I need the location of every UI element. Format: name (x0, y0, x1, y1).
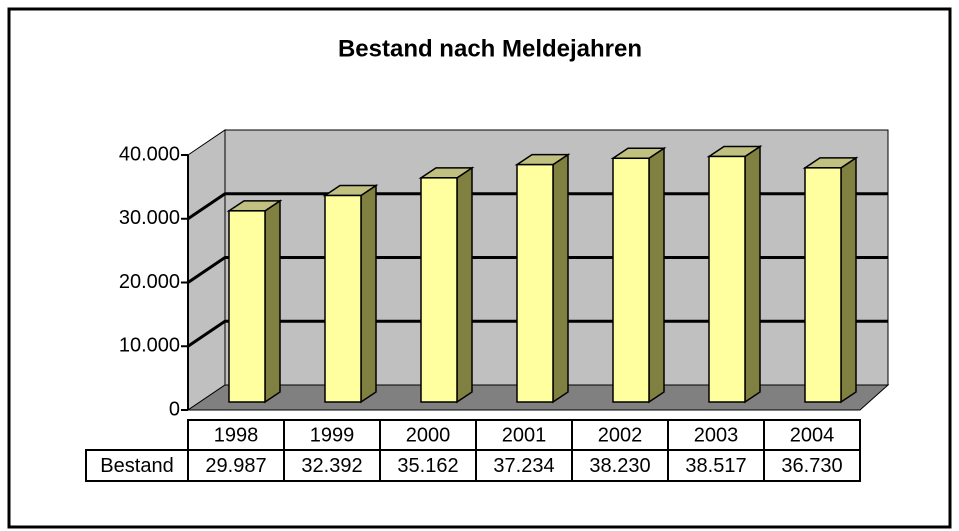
bar (228, 210, 266, 403)
y-tick-label: 20.000 (119, 271, 180, 293)
bar-side (648, 146, 665, 404)
bar (516, 163, 554, 403)
legend-label: Bestand (100, 455, 173, 477)
x-tick-label: 2003 (694, 424, 739, 446)
value-label: 29.987 (205, 455, 266, 477)
grid-line (187, 192, 888, 220)
y-tick-label: 0 (169, 398, 180, 420)
bar-side (360, 184, 377, 404)
bar-side (456, 166, 473, 404)
grid-line (187, 256, 888, 284)
x-tick-label: 1999 (310, 424, 355, 446)
bar (324, 194, 362, 403)
bar (804, 167, 842, 403)
x-tick-label: 2004 (790, 424, 835, 446)
value-label: 35.162 (397, 455, 458, 477)
value-label: 38.517 (685, 455, 746, 477)
bar (612, 157, 650, 403)
bar-side (744, 145, 761, 404)
bar-side (552, 153, 569, 404)
bar (708, 155, 746, 403)
y-tick-label: 10.000 (119, 335, 180, 357)
table-cell (763, 449, 861, 482)
x-tick-label: 2002 (598, 424, 643, 446)
bar (420, 177, 458, 403)
value-label: 37.234 (493, 455, 554, 477)
grid-line (187, 319, 888, 348)
value-label: 32.392 (301, 455, 362, 477)
value-label: 38.230 (589, 455, 650, 477)
x-tick-label: 2000 (406, 424, 451, 446)
bar-side (840, 156, 857, 404)
x-tick-label: 1998 (214, 424, 259, 446)
y-tick-label: 30.000 (119, 207, 180, 229)
chart-title: Bestand nach Meldejahren (338, 35, 642, 62)
value-label: 36.730 (781, 455, 842, 477)
y-tick-label: 40.000 (119, 143, 180, 165)
bar-side (264, 199, 281, 404)
x-tick-label: 2001 (502, 424, 547, 446)
